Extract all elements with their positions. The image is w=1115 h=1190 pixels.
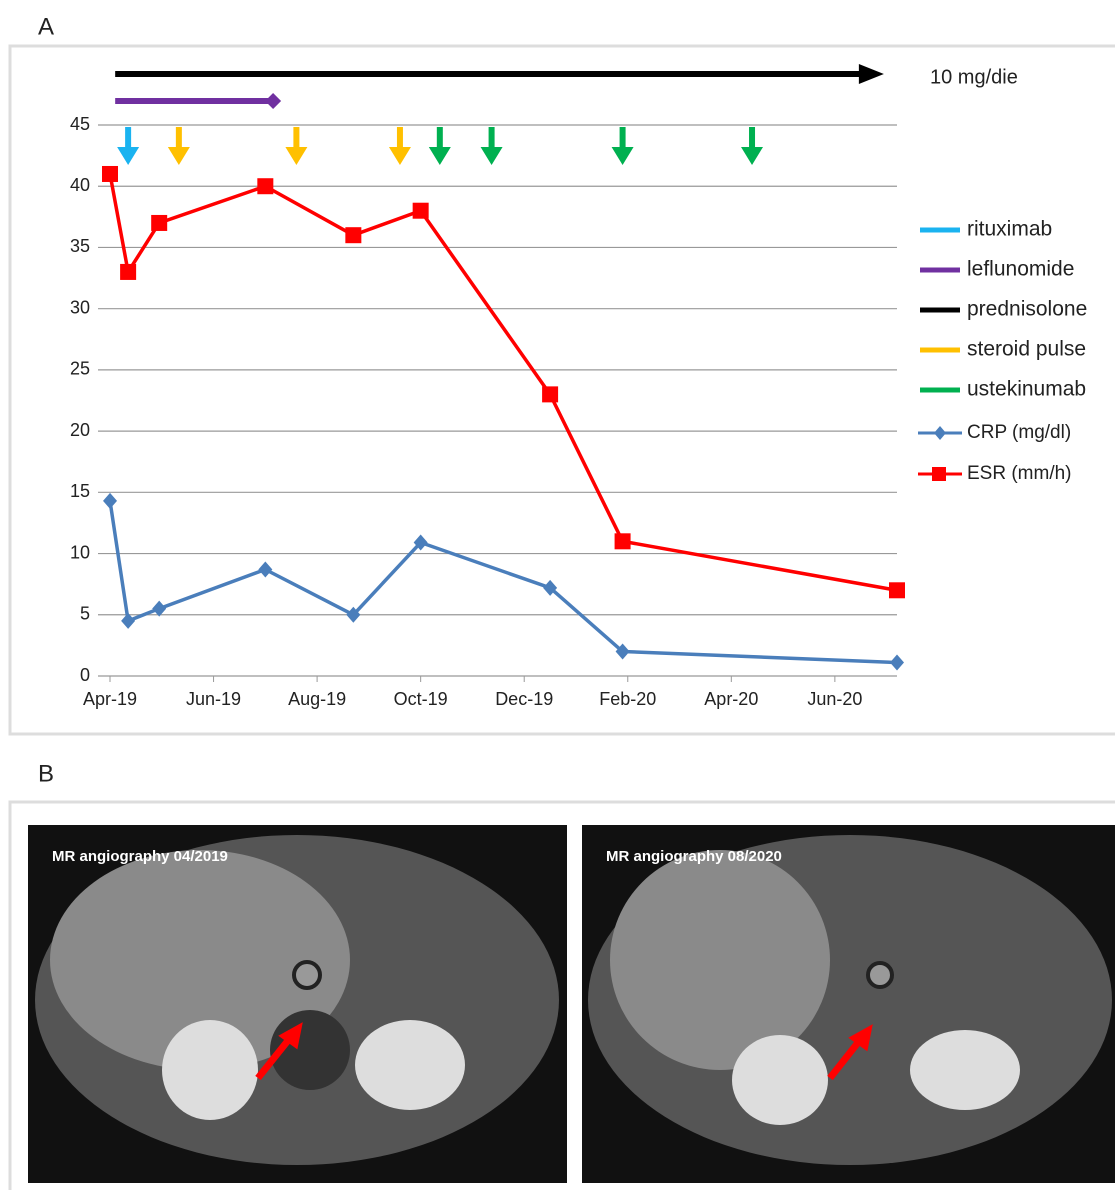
panel-label: B [38,760,54,787]
annotation: 10 mg/die [930,66,1018,88]
event-arrow [741,127,763,165]
y-tick-label: 25 [70,359,90,379]
y-tick-label: 45 [70,114,90,134]
event-arrow [285,127,307,165]
treatment-bar-end [859,64,884,84]
x-tick-label: Feb-20 [599,689,656,709]
legend-key [932,467,946,481]
y-tick-label: 0 [80,665,90,685]
image-caption: MR angiography 08/2020 [606,848,782,865]
legend-label: ustekinumab [967,378,1086,401]
figure: A B MR angiography 04/2019 MR angiograph… [0,0,1115,1190]
marker [103,493,117,509]
y-tick-label: 10 [70,542,90,562]
x-tick-label: Dec-19 [495,689,553,709]
treatment-bar-end [265,93,281,109]
y-tick-label: 20 [70,420,90,440]
x-tick-label: Jun-19 [186,689,241,709]
marker [257,178,273,194]
mri-image [582,825,1115,1183]
x-tick-label: Oct-19 [394,689,448,709]
chart: A B MR angiography 04/2019 MR angiograph… [0,0,1115,1190]
event-arrow [389,127,411,165]
series-line [110,501,897,663]
legend-label: ESR (mm/h) [967,463,1072,484]
event-arrow [117,127,139,165]
legend-label: leflunomide [967,258,1074,281]
legend-label: CRP (mg/dl) [967,422,1071,443]
marker [151,215,167,231]
x-tick-label: Apr-20 [704,689,758,709]
legend-label: steroid pulse [967,338,1086,361]
mri-image [28,825,567,1183]
x-tick-label: Aug-19 [288,689,346,709]
marker [258,561,272,577]
marker [413,203,429,219]
legend-label: rituximab [967,218,1052,241]
y-tick-label: 15 [70,481,90,501]
marker [542,386,558,402]
marker [120,264,136,280]
series-line [110,174,897,590]
marker [345,227,361,243]
x-tick-label: Apr-19 [83,689,137,709]
legend-label: prednisolone [967,298,1087,321]
marker [889,582,905,598]
event-arrow [429,127,451,165]
y-tick-label: 40 [70,175,90,195]
event-arrow [168,127,190,165]
y-tick-label: 35 [70,236,90,256]
x-tick-label: Jun-20 [807,689,862,709]
event-arrow [481,127,503,165]
image-caption: MR angiography 04/2019 [52,848,228,865]
legend-key [934,426,946,440]
y-tick-label: 30 [70,297,90,317]
marker [615,533,631,549]
marker [102,166,118,182]
marker [890,655,904,671]
panel-label: A [38,13,54,40]
event-arrow [612,127,634,165]
y-tick-label: 5 [80,604,90,624]
